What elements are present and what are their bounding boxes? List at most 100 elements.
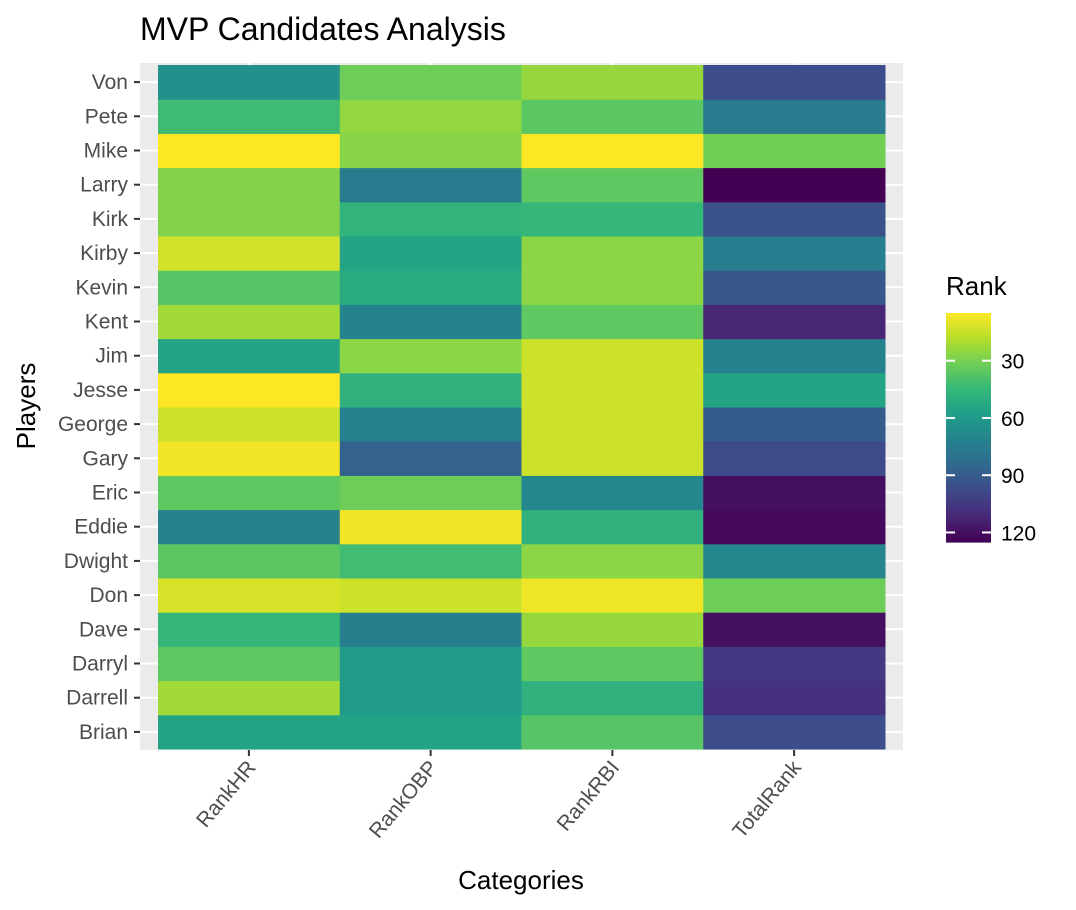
heatmap-cell: [339, 509, 522, 545]
heatmap-cell: [703, 167, 886, 203]
heatmap-cell: [339, 543, 522, 579]
heatmap-cell: [158, 65, 341, 100]
legend-color-step: [946, 450, 991, 455]
legend-color-step: [946, 534, 991, 539]
heatmap-cell: [703, 612, 886, 647]
legend-color-step: [946, 389, 991, 394]
heatmap-cell: [158, 680, 341, 716]
heatmap-cell: [703, 99, 886, 134]
legend-color-step: [946, 454, 991, 459]
y-tick-label: Dave: [79, 618, 128, 641]
y-tick-label: Dwight: [64, 550, 128, 573]
heatmap-cell: [703, 133, 886, 169]
heatmap-cell: [339, 714, 522, 750]
x-tick-label: RankRBI: [553, 756, 625, 835]
legend: Rank 30 60 90 120: [946, 271, 1036, 545]
heatmap-cell: [339, 612, 522, 647]
heatmap-cell: [339, 407, 522, 442]
y-tick-label: Pete: [85, 105, 128, 128]
heatmap-cell: [703, 270, 886, 305]
heatmap-cell: [339, 133, 522, 169]
heatmap-cell: [158, 201, 341, 237]
legend-color-step: [946, 385, 991, 390]
heatmap-cell: [521, 407, 704, 442]
legend-color-step: [946, 343, 991, 348]
legend-color-step: [946, 423, 991, 429]
y-tick-label: Eric: [92, 482, 128, 505]
heatmap-cell: [339, 646, 522, 682]
heatmap-cell: [521, 304, 704, 340]
heatmap-cell: [158, 167, 341, 203]
heatmap-cell: [703, 338, 886, 374]
heatmap-cell: [521, 475, 704, 511]
heatmap-cell: [703, 372, 886, 408]
legend-color-step: [946, 366, 991, 371]
y-tick-label: Gary: [82, 447, 128, 470]
legend-color-step: [946, 381, 991, 387]
heatmap-cell: [521, 167, 704, 203]
y-tick-label: Kirk: [92, 208, 129, 231]
legend-color-step: [946, 519, 991, 524]
legend-color-step: [946, 480, 991, 486]
heatmap-cell: [521, 270, 704, 305]
legend-color-step: [946, 427, 991, 432]
heatmap-cell: [703, 407, 886, 442]
heatmap-cell: [339, 578, 522, 613]
heatmap-cell: [158, 612, 341, 647]
heatmap-cell: [703, 65, 886, 100]
heatmap-cell: [339, 99, 522, 134]
heatmap-cell: [339, 475, 522, 511]
legend-color-step: [946, 511, 991, 516]
x-axis: RankHR RankOBP RankRBI TotalRank: [192, 750, 806, 843]
heatmap-cell: [703, 441, 886, 476]
heatmap-cell: [521, 714, 704, 750]
heatmap-cell: [158, 543, 341, 579]
heatmap-cell: [158, 338, 341, 374]
legend-color-step: [946, 320, 991, 326]
legend-color-step: [946, 412, 991, 417]
heatmap-cell: [521, 646, 704, 682]
heatmap-cell: [703, 680, 886, 716]
legend-label: 90: [1001, 465, 1024, 488]
heatmap-cell: [158, 372, 341, 408]
legend-color-step: [946, 370, 991, 375]
legend-color-step: [946, 473, 991, 478]
legend-color-step: [946, 503, 991, 509]
y-tick-label: Jesse: [73, 379, 128, 402]
legend-title: Rank: [946, 271, 1008, 301]
heatmap-cell: [339, 304, 522, 340]
y-tick-label: Kent: [85, 311, 128, 334]
heatmap-cell: [521, 612, 704, 647]
legend-color-step: [946, 316, 991, 322]
y-tick-label: Von: [92, 71, 128, 94]
heatmap-cell: [703, 475, 886, 511]
legend-color-step: [946, 435, 991, 440]
heatmap-cell: [339, 372, 522, 408]
legend-label: 120: [1001, 522, 1036, 545]
chart-title: MVP Candidates Analysis: [140, 11, 506, 47]
heatmap-tiles: [158, 65, 886, 750]
heatmap-cell: [521, 509, 704, 545]
heatmap-cell: [521, 99, 704, 134]
legend-color-step: [946, 442, 991, 448]
heatmap-cell: [339, 65, 522, 100]
x-axis-title: Categories: [458, 865, 584, 895]
heatmap-cell: [521, 441, 704, 476]
y-tick-label: Mike: [84, 140, 128, 163]
legend-color-step: [946, 374, 991, 379]
legend-color-step: [946, 496, 991, 501]
y-tick-label: Kevin: [75, 276, 128, 299]
legend-color-step: [946, 530, 991, 535]
legend-color-step: [946, 328, 991, 333]
legend-color-step: [946, 469, 991, 474]
heatmap-cell: [521, 680, 704, 716]
heatmap-cell: [703, 236, 886, 271]
y-tick-label: Don: [89, 584, 128, 607]
heatmap-cell: [339, 338, 522, 374]
legend-color-step: [946, 507, 991, 513]
legend-color-step: [946, 408, 991, 413]
legend-color-step: [946, 377, 991, 383]
heatmap-cell: [339, 441, 522, 476]
legend-color-step: [946, 461, 991, 467]
heatmap-cell: [521, 236, 704, 271]
